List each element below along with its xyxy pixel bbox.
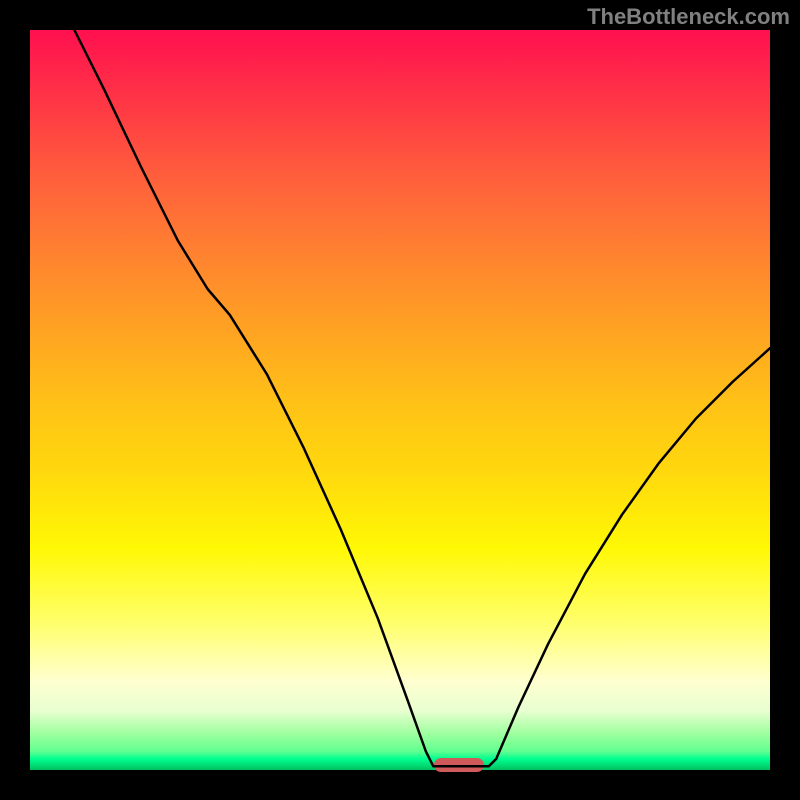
plot-area	[30, 30, 770, 770]
bottleneck-curve	[74, 30, 770, 766]
curve-svg	[30, 30, 770, 770]
watermark-text: TheBottleneck.com	[587, 4, 790, 30]
